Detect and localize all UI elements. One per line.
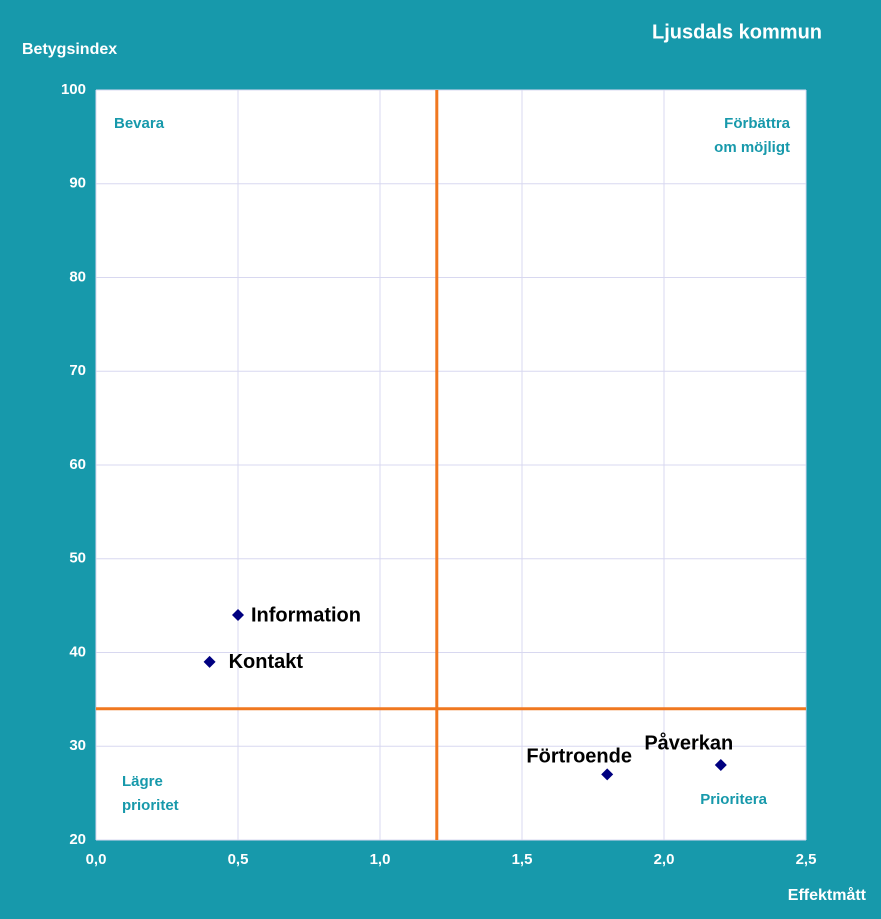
y-tick-label: 20 — [69, 831, 86, 848]
point-label: Kontakt — [229, 651, 304, 673]
y-tick-label: 90 — [69, 175, 86, 192]
x-tick-label: 2,0 — [654, 851, 675, 868]
y-axis-label: Betygsindex — [22, 41, 117, 58]
x-tick-label: 0,5 — [228, 851, 249, 868]
y-tick-label: 100 — [61, 81, 86, 98]
y-tick-label: 80 — [69, 268, 86, 285]
x-tick-label: 1,0 — [370, 851, 391, 868]
point-label: Förtroende — [526, 746, 632, 768]
x-axis-label: Effektmått — [788, 886, 867, 904]
y-tick-label: 50 — [69, 550, 86, 567]
chart-title: Ljusdals kommun — [652, 21, 822, 43]
point — [714, 759, 727, 771]
point-label: Information — [251, 604, 361, 626]
point — [232, 609, 244, 621]
y-tick-label: 40 — [69, 643, 86, 660]
point-label: Påverkan — [644, 731, 733, 754]
x-tick-label: 1,5 — [512, 851, 533, 868]
quadrant-label: Prioritera — [700, 791, 767, 808]
y-tick-label: 30 — [69, 737, 86, 754]
quadrant-label: prioritet — [122, 797, 179, 814]
x-tick-label: 2,5 — [796, 851, 817, 868]
quadrant-label: Lägre — [122, 773, 163, 790]
point — [601, 768, 614, 781]
quadrant-label: Förbättra — [724, 115, 790, 132]
quadrant-label: Bevara — [114, 115, 165, 132]
x-tick-label: 0,0 — [86, 851, 107, 868]
point — [203, 655, 216, 668]
y-tick-label: 60 — [69, 456, 86, 473]
quadrant-label: om möjligt — [714, 139, 790, 156]
y-tick-label: 70 — [69, 362, 86, 379]
